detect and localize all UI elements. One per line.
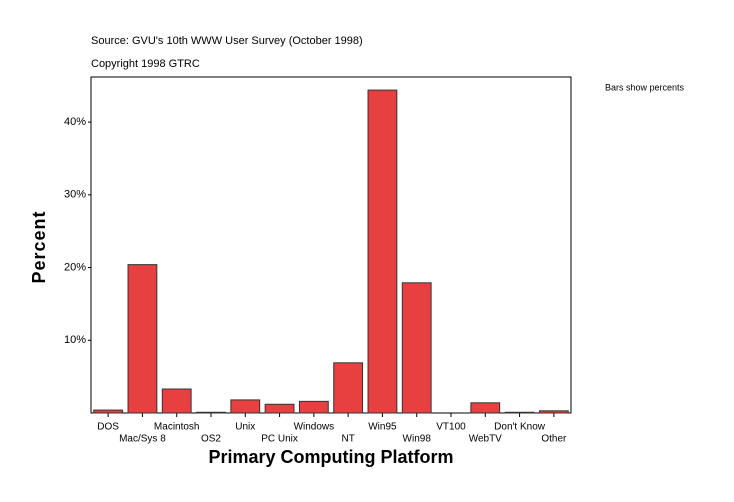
- x-tick-label: Macintosh: [154, 422, 200, 433]
- source: Source: GVU's 10th WWW User Survey (Octo…: [91, 35, 363, 47]
- y-tick-label: 30%: [64, 189, 86, 201]
- x-tick-label: WebTV: [469, 434, 502, 445]
- bar: [333, 362, 364, 414]
- x-tick-label: DOS: [97, 422, 119, 433]
- y-tick-label: 20%: [64, 261, 86, 273]
- x-tick-label: Windows: [294, 422, 335, 433]
- y-axis-label: Percent: [29, 210, 49, 283]
- x-tick-label: Mac/Sys 8: [119, 434, 166, 445]
- bar: [127, 264, 158, 414]
- plot-frame: [90, 76, 572, 414]
- x-axis-label: Primary Computing Platform: [208, 447, 453, 467]
- x-tick-label: OS2: [201, 434, 221, 445]
- bar: [264, 403, 295, 414]
- bar: [230, 399, 261, 414]
- bar: [401, 282, 432, 414]
- bar: [367, 89, 398, 414]
- x-tick-label: Other: [541, 434, 567, 445]
- x-tick-label: Win98: [403, 434, 432, 445]
- bar: [196, 411, 226, 414]
- bar: [161, 388, 192, 414]
- x-tick-label: Don't Know: [494, 422, 546, 433]
- bar: [504, 411, 535, 414]
- bar: [470, 402, 501, 414]
- y-tick-label: 40%: [64, 116, 86, 128]
- copyright: Copyright 1998 GTRC: [91, 58, 200, 70]
- bar: [538, 410, 569, 414]
- y-tick-label: 10%: [64, 334, 86, 346]
- x-tick-label: VT100: [436, 422, 466, 433]
- x-tick-label: PC Unix: [261, 434, 298, 445]
- bar: [93, 409, 124, 414]
- x-tick-label: Win95: [368, 422, 397, 433]
- bar: [298, 400, 329, 414]
- note: Bars show percents: [605, 82, 685, 92]
- x-tick-label: NT: [341, 434, 354, 445]
- x-tick-label: Unix: [235, 422, 255, 433]
